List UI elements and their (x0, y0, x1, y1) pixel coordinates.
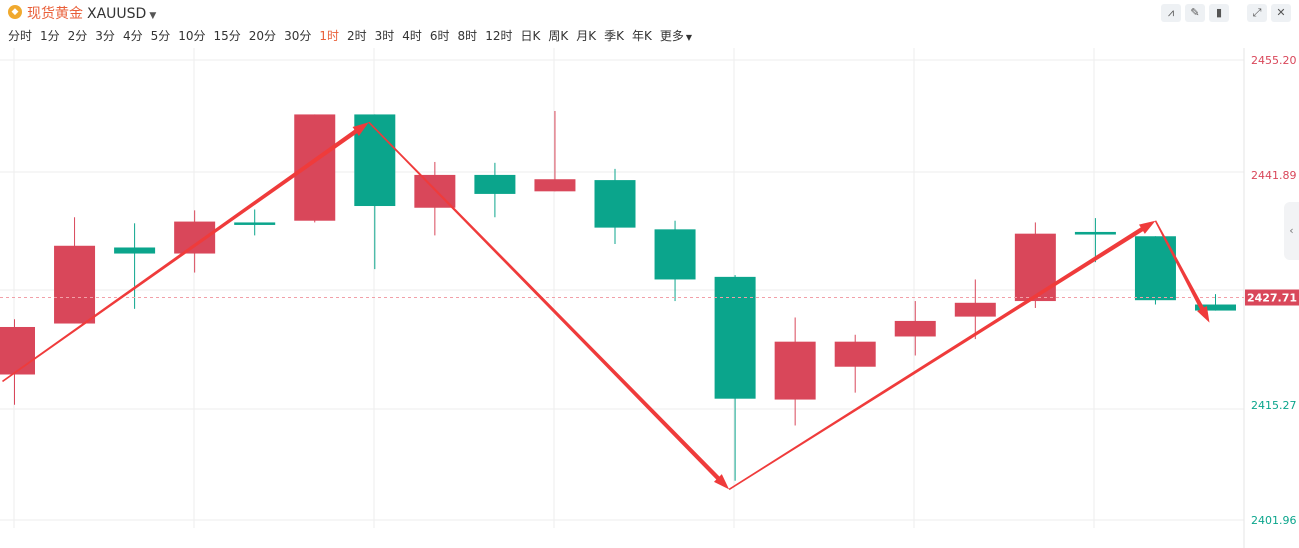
instrument-selector[interactable]: 现货黄金 XAUUSD ▼ (27, 3, 156, 23)
candle-body-18 (1074, 231, 1116, 235)
tab-period-10[interactable]: 1时 (319, 29, 339, 43)
tab-period-2[interactable]: 2分 (67, 29, 88, 43)
tab-period-17[interactable]: 日K (520, 29, 541, 43)
candle-body-20 (1195, 304, 1236, 311)
toolbar: ⩘ ✎ ▮ ⤢ ✕ (1161, 4, 1291, 22)
gold-logo-icon: ◆ (8, 5, 22, 19)
tab-period-14[interactable]: 6时 (429, 29, 450, 43)
tab-period-8[interactable]: 20分 (248, 29, 277, 43)
tab-period-19[interactable]: 月K (576, 29, 597, 43)
y-tick-label-3: 2401.96 (1251, 514, 1297, 527)
candle-body-12 (714, 276, 756, 399)
candle-body-13 (774, 341, 816, 400)
tab-period-18[interactable]: 周K (548, 29, 569, 43)
chevron-down-icon: ▼ (685, 33, 693, 42)
instrument-name: 现货黄金 (27, 6, 83, 22)
trend-arrow-0 (2, 122, 369, 383)
candlestick-chart[interactable]: 2455.20 2441.89 2415.27 2401.96 2427.71 (0, 48, 1299, 548)
fullscreen-button[interactable]: ⤢ (1247, 4, 1267, 22)
tab-period-20[interactable]: 季K (604, 29, 624, 43)
tab-period-16[interactable]: 12时 (485, 29, 513, 43)
candle-body-4 (234, 222, 276, 225)
candle-body-2 (114, 247, 156, 254)
fullscreen-icon: ⤢ (1252, 6, 1262, 19)
tab-period-13[interactable]: 4时 (402, 29, 422, 43)
candle-body-10 (594, 180, 636, 228)
candle-body-14 (834, 341, 876, 367)
y-tick-label-1: 2441.89 (1251, 169, 1297, 182)
candle-body-11 (654, 229, 696, 280)
y-tick-label-2: 2415.27 (1251, 399, 1297, 412)
chart-header: ◆ 现货黄金 XAUUSD ▼ ⩘ ✎ ▮ ⤢ ✕ (0, 0, 1299, 24)
tab-period-15[interactable]: 8时 (457, 29, 478, 43)
candle-body-8 (474, 174, 516, 194)
tab-period-22[interactable]: 更多 ▼ (659, 29, 693, 43)
collapse-panel-button[interactable]: ‹ (1284, 202, 1299, 260)
tab-period-5[interactable]: 5分 (150, 29, 171, 43)
close-icon: ✕ (1276, 6, 1286, 19)
candle-body-5 (294, 114, 336, 221)
tab-period-12[interactable]: 3时 (374, 29, 395, 43)
trend-arrow-3 (1154, 220, 1210, 323)
candle-body-1 (54, 245, 96, 324)
candle-body-16 (954, 302, 996, 317)
tab-period-1[interactable]: 1分 (40, 29, 60, 43)
tab-period-6[interactable]: 10分 (178, 29, 206, 43)
trend-arrow-2 (728, 220, 1156, 491)
tab-period-3[interactable]: 3分 (95, 29, 115, 43)
trend-arrow-1 (368, 121, 730, 490)
tab-period-7[interactable]: 15分 (213, 29, 241, 43)
candle-style-icon: ▮ (1215, 6, 1223, 19)
candle-body-17 (1014, 233, 1056, 302)
tab-period-9[interactable]: 30分 (284, 29, 312, 43)
chevron-down-icon: ▼ (149, 11, 157, 21)
candle-style-button[interactable]: ▮ (1209, 4, 1229, 22)
current-price-badge (1245, 289, 1299, 306)
period-tabs: 分时 1分 2分 3分 4分 5分 10分 15分 20分 30分 1时 2时 3时 4时 6时 8时 12时日… (8, 27, 692, 45)
y-tick-label-0: 2455.20 (1251, 54, 1297, 67)
indicator-button[interactable]: ⩘ (1161, 4, 1181, 22)
candle-body-15 (894, 320, 936, 337)
chevron-left-icon: ‹ (1289, 224, 1294, 237)
candle-body-9 (534, 179, 576, 192)
tab-period-21[interactable]: 年K (631, 29, 652, 43)
indicator-icon: ⩘ (1167, 6, 1175, 19)
toolbar-spacer (1233, 4, 1243, 22)
instrument-symbol: XAUUSD (87, 6, 147, 22)
tab-period-4[interactable]: 4分 (122, 29, 143, 43)
tab-period-11[interactable]: 2时 (346, 29, 367, 43)
draw-button[interactable]: ✎ (1185, 4, 1205, 22)
close-button[interactable]: ✕ (1271, 4, 1291, 22)
draw-icon: ✎ (1190, 6, 1200, 19)
candle-body-0 (0, 326, 35, 375)
tab-period-0[interactable]: 分时 (8, 29, 33, 43)
current-price-label: 2427.71 (1247, 292, 1297, 305)
candle-body-3 (174, 221, 216, 254)
